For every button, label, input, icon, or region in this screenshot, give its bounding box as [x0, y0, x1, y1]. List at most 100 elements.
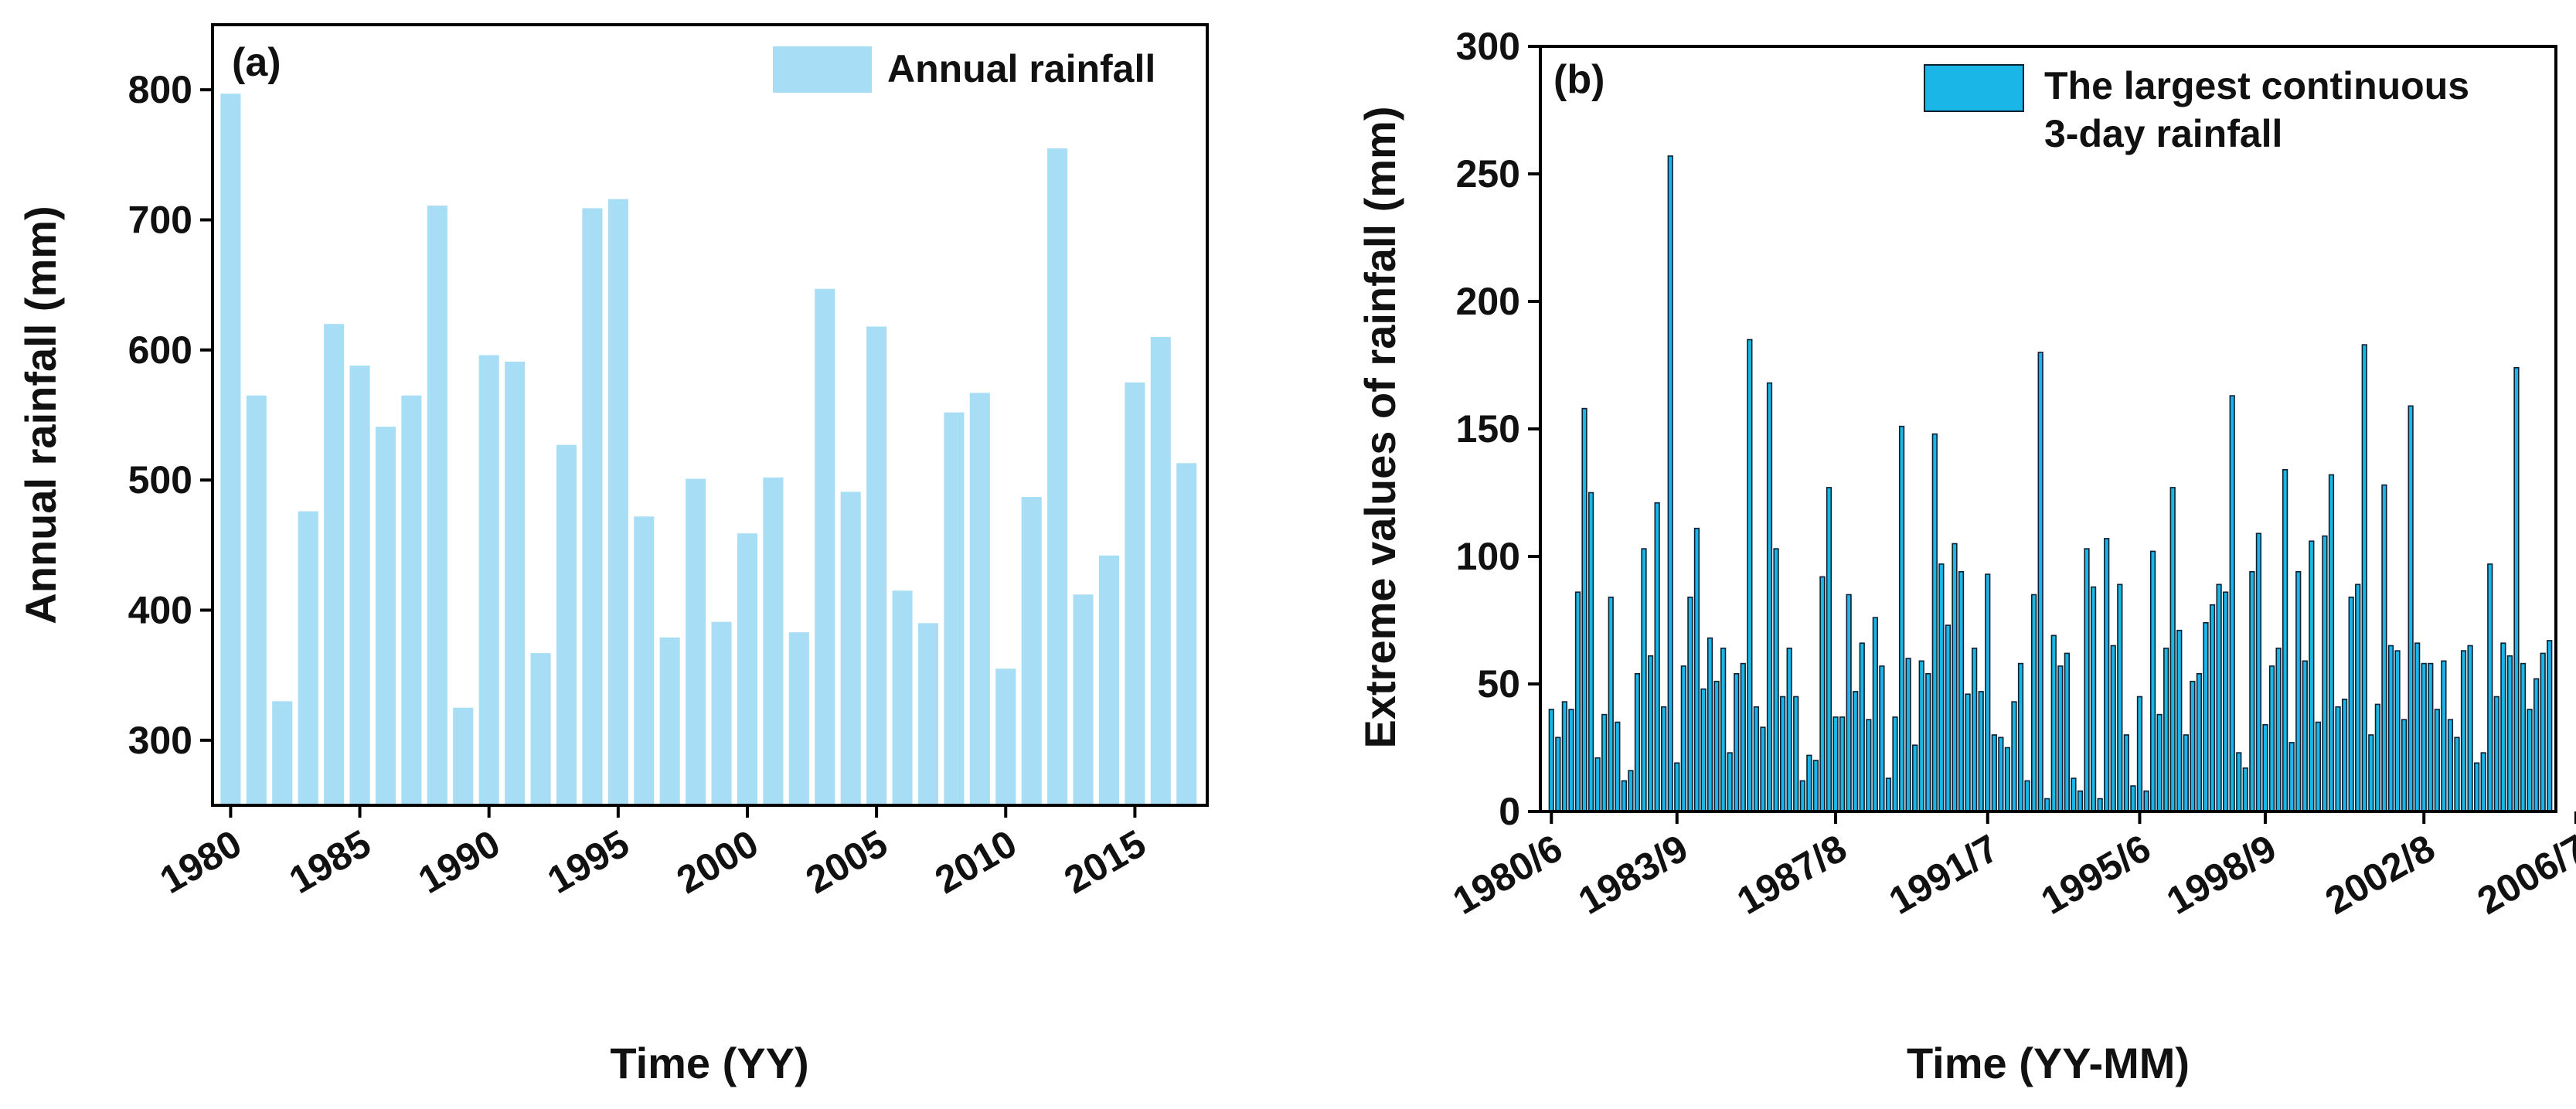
panel-b-bar: [1674, 762, 1680, 812]
panel-a-bar: [892, 590, 913, 805]
panel-b-bar: [2236, 752, 2242, 812]
panel-b-bar: [2084, 548, 2090, 812]
panel-a-x-tick-label: 1980: [153, 822, 249, 902]
panel-a-legend-label: Annual rainfall: [887, 47, 1155, 90]
panel-a-bar: [324, 324, 345, 806]
panel-b-bar: [2090, 586, 2097, 812]
panel-b-bar: [2044, 798, 2050, 812]
panel-b-bar: [1819, 576, 1826, 812]
panel-b-bar: [2064, 652, 2071, 812]
panel-a-bar: [815, 288, 835, 805]
panel-b-x-tick-label: 1995/6: [2034, 826, 2158, 923]
panel-b-bar: [1615, 721, 1621, 812]
panel-b-y-tick-label: 300: [1456, 25, 1520, 68]
panel-a-bar: [607, 199, 628, 806]
panel-b-bar: [1918, 660, 1924, 812]
panel-a-x-tick-label: 2000: [669, 822, 765, 902]
panel-b-bar: [1621, 780, 1627, 812]
panel-b-bar: [2460, 650, 2467, 812]
panel-b-y-tick-label: 150: [1456, 407, 1520, 451]
panel-b-bar: [2434, 709, 2440, 812]
panel-b-bar: [2057, 665, 2064, 812]
panel-b-bar: [1846, 594, 1852, 812]
panel-b-bar: [2024, 780, 2030, 812]
panel-a-bar: [840, 492, 861, 805]
panel-b-bar: [2143, 790, 2149, 812]
panel-b-bar: [2136, 696, 2143, 812]
panel-b-x-tick-label: 1983/9: [1571, 826, 1695, 923]
panel-b-bar: [2017, 662, 2024, 812]
panel-b-bar: [2447, 719, 2454, 812]
panel-b-bar: [2288, 742, 2295, 812]
panel-a-bar: [298, 511, 318, 805]
panel-b-bar: [2315, 721, 2322, 812]
panel-b-bar: [1832, 716, 1839, 812]
panel-a-bar: [1176, 463, 1197, 805]
panel-a: 300 400 500 600 700 800 1980 1985 1990 1995 2000 2…: [16, 23, 1209, 1087]
panel-a-bar: [401, 395, 422, 805]
panel-b-y-tick-label: 0: [1499, 790, 1520, 833]
panel-b-bar: [2149, 550, 2156, 812]
panel-b-y-axis: 0 50 100 150 200 250 300: [1456, 25, 1540, 833]
panel-b-bar: [1779, 696, 1786, 812]
panel-b-legend-swatch: [1924, 64, 2024, 112]
panel-a-bar: [788, 632, 809, 805]
panel-b-bar: [2223, 591, 2229, 812]
panel-b-bar: [2454, 736, 2460, 812]
panel-a-x-axis: 1980 1985 1990 1995 2000 2005 2010 2015: [153, 805, 1153, 902]
panel-b-bar: [2355, 583, 2361, 812]
panel-b-bar: [1872, 617, 1878, 812]
panel-b-bar: [2130, 785, 2136, 812]
panel-b-bar: [1766, 382, 1773, 812]
panel-b-bar: [1925, 672, 1931, 812]
panel-a-frame: [211, 23, 1209, 807]
panel-b: 0 50 100 150 200 250 300 1980/6 1983/9 1987/8 199…: [1356, 25, 2576, 1087]
panel-b-bar: [1634, 672, 1641, 812]
panel-b-y-axis-title: Extreme values of rainfall (mm): [1356, 107, 1404, 749]
panel-a-bar: [246, 395, 267, 805]
panel-b-bar: [1720, 647, 1727, 812]
panel-b-bar: [1806, 754, 1812, 812]
panel-b-bar: [1839, 716, 1846, 812]
panel-a-bar: [917, 623, 939, 805]
panel-b-bar: [2309, 540, 2315, 812]
panel-b-bar: [2328, 474, 2335, 812]
panel-b-y-tick-label: 250: [1456, 152, 1520, 196]
panel-b-bar: [1912, 744, 1918, 812]
panel-b-x-tick-label: 1991/7: [1882, 826, 2006, 923]
panel-b-bar: [1548, 709, 1554, 812]
panel-a-bar: [453, 707, 474, 805]
panel-b-bar: [2322, 535, 2328, 812]
panel-b-bar: [1574, 591, 1581, 812]
panel-a-bar: [969, 393, 990, 806]
panel-a-bar: [1021, 497, 1042, 805]
panel-b-bar: [1859, 642, 1865, 812]
panel-b-bar: [1892, 716, 1898, 812]
panel-a-bar: [1125, 382, 1145, 806]
panel-b-bar: [2487, 563, 2493, 812]
panel-a-y-tick-label: 300: [128, 719, 192, 762]
panel-a-bar: [582, 208, 603, 806]
panel-a-bar: [530, 653, 551, 805]
panel-b-bar: [2156, 713, 2163, 812]
panel-b-label: (b): [1553, 57, 1604, 102]
panel-b-bar: [2480, 752, 2486, 812]
panel-b-bar: [1561, 701, 1568, 812]
panel-b-bar: [1680, 665, 1686, 812]
panel-b-bar: [2203, 621, 2209, 812]
panel-a-x-tick-label: 2010: [927, 822, 1023, 902]
panel-b-bar: [2387, 645, 2394, 812]
panel-b-bar: [2348, 596, 2354, 812]
panel-b-bar: [2077, 790, 2084, 812]
panel-b-bar: [2123, 734, 2129, 812]
panel-b-bar: [1581, 407, 1587, 812]
panel-b-bar: [1773, 548, 1779, 812]
panel-b-bar: [2381, 484, 2387, 812]
panel-b-bar: [2268, 665, 2275, 812]
panel-b-bar: [2037, 352, 2043, 812]
panel-b-bar: [1654, 502, 1660, 812]
panel-b-bar: [2209, 604, 2216, 812]
panel-b-bar: [1985, 573, 1991, 812]
panel-a-x-tick-label: 1990: [411, 822, 507, 902]
panel-b-bar: [1713, 680, 1720, 812]
